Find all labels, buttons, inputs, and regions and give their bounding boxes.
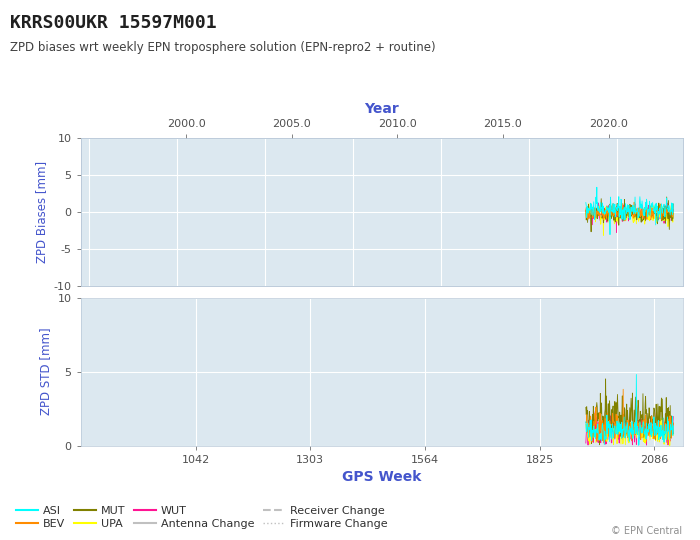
Text: © EPN Central: © EPN Central <box>611 525 682 536</box>
X-axis label: Year: Year <box>364 102 399 116</box>
X-axis label: GPS Week: GPS Week <box>342 470 421 484</box>
Y-axis label: ZPD Biases [mm]: ZPD Biases [mm] <box>35 160 48 263</box>
Text: ZPD biases wrt weekly EPN troposphere solution (EPN-repro2 + routine): ZPD biases wrt weekly EPN troposphere so… <box>10 40 436 53</box>
Legend: ASI, BEV, MUT, UPA, WUT, Antenna Change, Receiver Change, Firmware Change: ASI, BEV, MUT, UPA, WUT, Antenna Change,… <box>16 506 387 529</box>
Text: KRRS00UKR 15597M001: KRRS00UKR 15597M001 <box>10 14 217 31</box>
Y-axis label: ZPD STD [mm]: ZPD STD [mm] <box>39 328 52 415</box>
